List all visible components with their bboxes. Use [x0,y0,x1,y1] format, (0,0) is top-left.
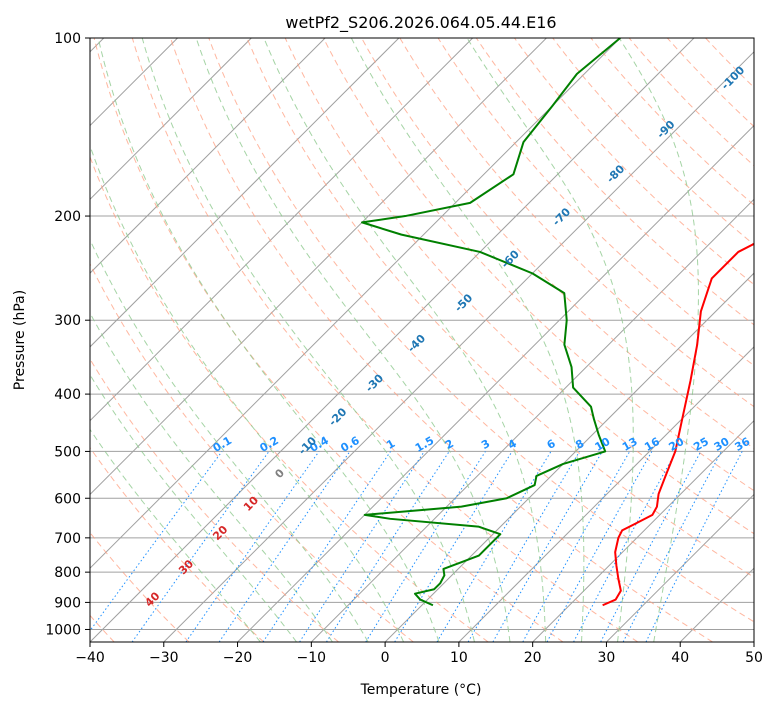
mixing-ratio-line [365,451,486,642]
moist-adiabat [90,238,369,642]
profile-lines [361,38,754,607]
mixing-ratio-line [436,451,552,642]
dry-adiabat [361,38,754,449]
isotherm-line [532,419,754,642]
moist-adiabat [90,428,261,642]
background-lines [90,38,754,642]
moist-adiabat [90,312,333,642]
mixing-ratio-line [522,451,631,642]
x-tick-label: −20 [223,650,253,666]
x-tick-label: 50 [745,650,763,666]
y-tick-label: 300 [54,313,81,329]
x-tick-label: −40 [75,650,105,666]
moist-adiabat [141,38,475,642]
y-tick-label: 500 [54,444,81,460]
y-tick-label: 1000 [45,622,81,638]
dry-adiabat [552,38,754,246]
mixing-ratio-line [492,451,603,642]
dry-adiabat [246,38,754,578]
isotherm-line [384,272,754,642]
mixing-ratio-line [394,451,513,642]
mixing-ratio-line [131,451,270,642]
x-tick-label: 20 [524,650,542,666]
x-tick-label: 40 [671,650,689,666]
isotherm-line [90,38,621,569]
dry-adiabat [208,38,754,623]
y-tick-label: 100 [54,31,81,47]
dry-adiabat [131,38,639,642]
y-tick-label: 600 [54,491,81,507]
dry-adiabat [628,38,754,167]
y-tick-label: 200 [54,209,81,225]
plot-frame [89,37,755,643]
x-tick-label: 30 [598,650,616,666]
y-tick-label: 800 [54,565,81,581]
temperature-profile-line [602,242,754,607]
chart-title: wetPf2_S206.2026.064.05.44.E16 [285,13,556,33]
moist-adiabat [263,38,547,642]
isotherm-line [90,38,474,422]
mixing-ratio-line [326,451,450,642]
isotherm-line [90,38,695,642]
y-axis-label: Pressure (hPa) [12,290,28,390]
moist-adiabat [90,373,297,642]
x-tick-label: 10 [450,650,468,666]
mixing-ratio-line [90,451,223,632]
moist-adiabat [90,144,405,642]
isotherm-line [90,38,252,201]
isotherm-line [163,51,754,642]
isotherm-line [90,38,400,348]
isotherm-line [237,124,754,642]
mixing-ratio-line [218,451,351,642]
x-tick-label: −30 [149,650,179,666]
dry-adiabat [322,38,754,492]
isotherm-line [90,38,326,274]
isotherm-line [90,38,547,496]
y-axis-ticks: 1000 900 800 700 600 500 400 300 200 100 [45,31,90,638]
x-axis-label: Temperature (°C) [360,682,482,698]
dewpoint-profile-line [361,38,621,607]
mixing-ratio-line [467,451,580,642]
isotherm-line [458,346,754,642]
y-tick-label: 900 [54,595,81,611]
dry-adiabat [514,38,754,286]
moist-adiabat [618,38,699,642]
dry-adiabat [399,38,754,408]
dry-adiabat [437,38,754,367]
moist-adiabat [195,38,511,642]
y-tick-label: 400 [54,387,81,403]
mixing-ratio-line [573,451,677,642]
mixing-ratio-line [546,451,653,642]
y-tick-label: 700 [54,531,81,547]
moist-adiabat [350,38,585,642]
x-tick-label: 0 [381,650,390,666]
isotherm-line [606,493,754,642]
x-axis-ticks: −40 −30 −20 −10 0 10 20 30 40 50 [75,642,763,666]
x-tick-label: −10 [297,650,327,666]
dry-adiabat [90,446,265,642]
